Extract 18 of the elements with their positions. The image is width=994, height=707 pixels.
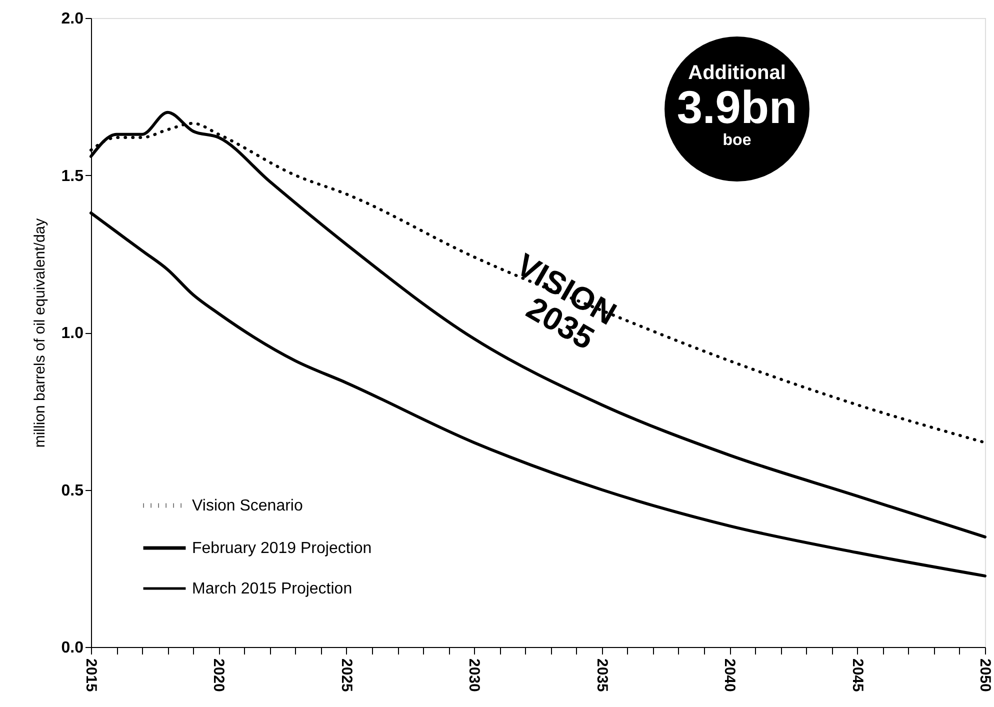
x-tick-label: 2015 — [82, 658, 100, 692]
annotation: Additional 3.9bn boe — [676, 62, 798, 149]
y-tick-label: 0.5 — [61, 482, 84, 500]
x-tick-label: 2045 — [848, 658, 866, 692]
y-tick-label: 0.0 — [61, 640, 84, 656]
y-tick-label: 2.0 — [61, 10, 84, 28]
y-tick-label: 1.5 — [61, 168, 84, 185]
legend-label: Vision Scenario — [192, 498, 303, 514]
y-axis-title: million barrels of oil equivalent/day — [31, 218, 48, 448]
legend-label: February 2019 Projection — [192, 540, 372, 557]
x-tick-label: 2050 — [976, 658, 994, 692]
x-tick-label: 2020 — [210, 658, 228, 692]
x-tick-label: 2025 — [338, 658, 355, 692]
x-tick-label: 2040 — [721, 658, 738, 692]
legend-label: March 2015 Projection — [192, 580, 352, 598]
y-tick-label: 1.0 — [61, 325, 84, 342]
x-tick-label: 2030 — [466, 658, 483, 692]
x-tick-label: 2035 — [593, 658, 610, 692]
